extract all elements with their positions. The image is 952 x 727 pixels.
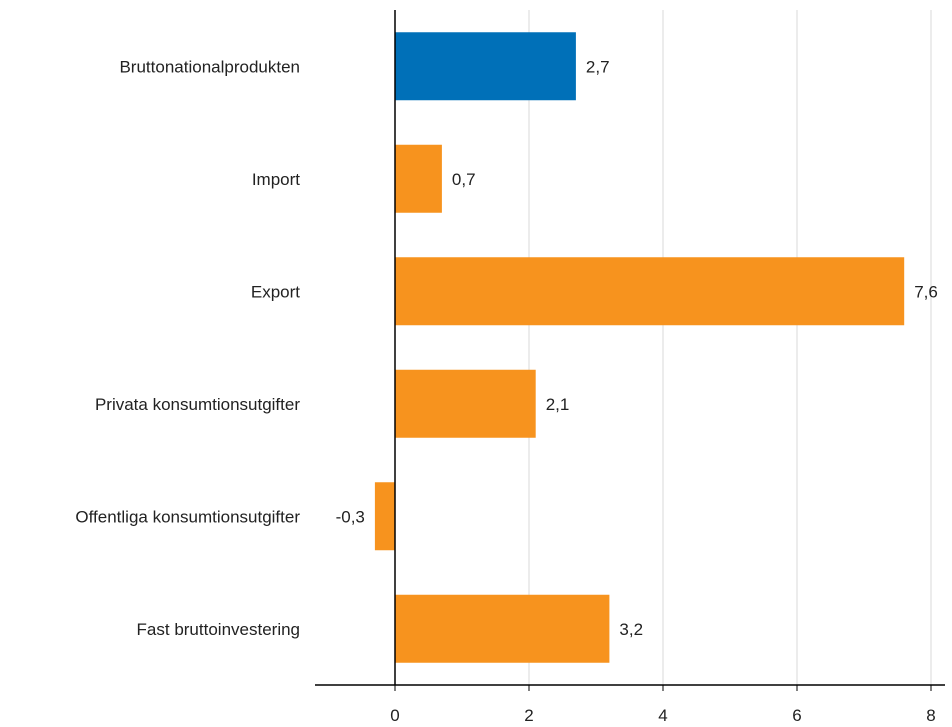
x-tick-label-6: 6 <box>792 706 801 725</box>
value-label-4: -0,3 <box>336 507 365 526</box>
value-label-2: 7,6 <box>914 282 938 301</box>
x-tick-label-8: 8 <box>926 706 935 725</box>
category-label-1: Import <box>252 170 300 189</box>
axes <box>315 10 945 691</box>
category-label-2: Export <box>251 282 300 301</box>
bar-0 <box>395 32 576 101</box>
bar-1 <box>395 144 442 213</box>
value-label-1: 0,7 <box>452 170 476 189</box>
bar-4 <box>374 482 395 551</box>
x-tick-label-2: 2 <box>524 706 533 725</box>
labels: 2,7 Bruttonationalprodukten 0,7 Import 7,6 Ex… <box>75 57 937 725</box>
bar-5 <box>395 594 610 663</box>
category-label-3: Privata konsumtionsutgifter <box>95 395 300 414</box>
value-label-5: 3,2 <box>619 620 643 639</box>
value-label-3: 2,1 <box>546 395 570 414</box>
bar-3 <box>395 369 536 438</box>
x-tick-label-4: 4 <box>658 706 667 725</box>
bar-2 <box>395 257 905 326</box>
value-label-0: 2,7 <box>586 57 610 76</box>
category-label-0: Bruttonationalprodukten <box>119 57 300 76</box>
category-label-4: Offentliga konsumtionsutgifter <box>75 507 300 526</box>
gridlines <box>528 10 932 685</box>
bars <box>374 32 905 663</box>
x-tick-label-0: 0 <box>390 706 399 725</box>
category-label-5: Fast bruttoinvestering <box>137 620 300 639</box>
